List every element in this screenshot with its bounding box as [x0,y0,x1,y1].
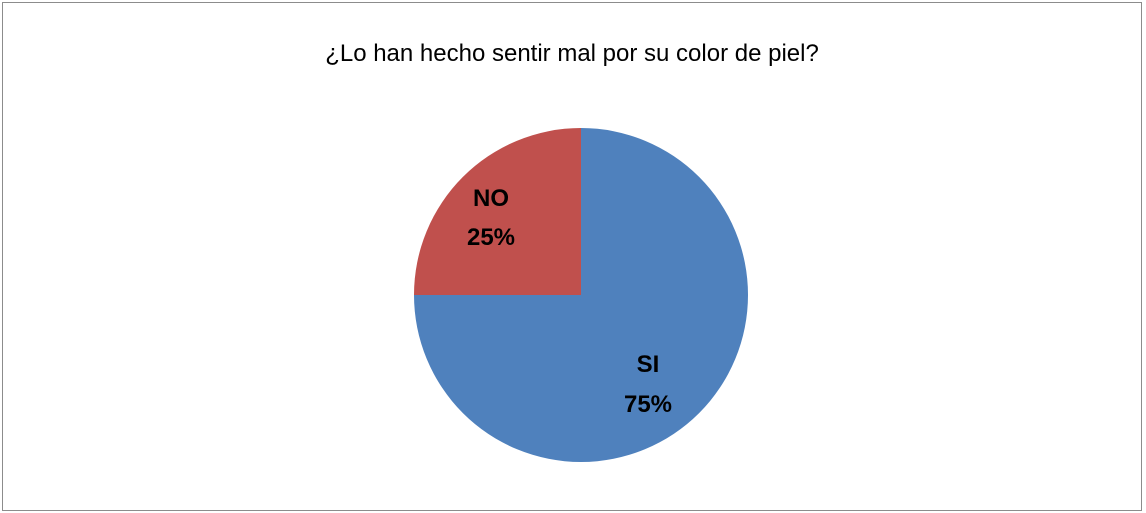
slice-label-si-percent: 75% [624,391,672,418]
pie-slices [414,128,748,462]
slice-label-no-name: NO [473,185,509,212]
slice-label-no-percent: 25% [467,224,515,251]
slice-label-si-name: SI [637,351,660,378]
